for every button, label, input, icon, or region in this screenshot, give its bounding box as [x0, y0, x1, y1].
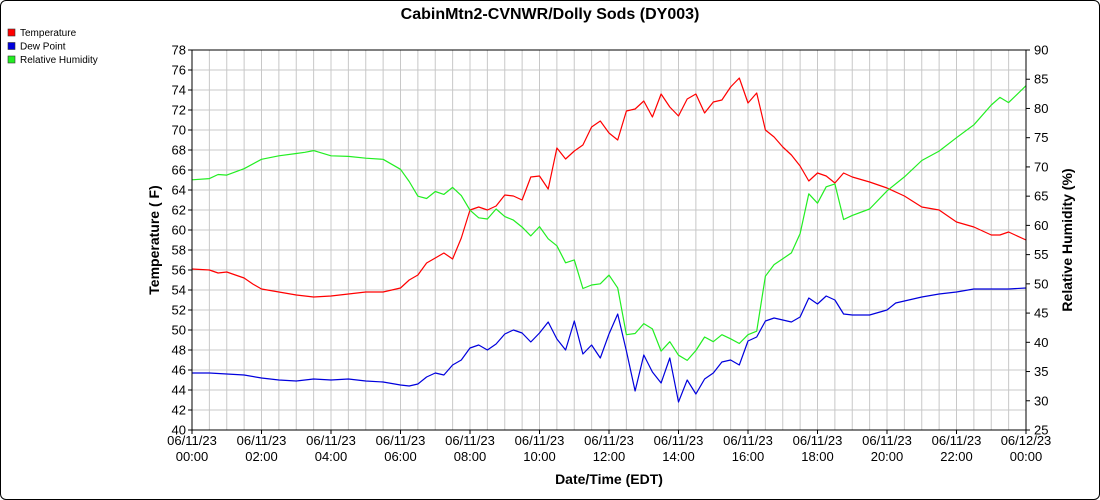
x-tick-time: 10:00 [523, 449, 556, 464]
x-tick-date: 06/11/23 [445, 433, 495, 448]
legend-label-temperature: Temperature [20, 28, 77, 39]
x-tick-time: 06:00 [384, 449, 417, 464]
legend-label-relative-humidity: Relative Humidity [20, 55, 98, 66]
y-right-tick-label: 60 [1034, 218, 1048, 233]
x-tick-date: 06/11/23 [862, 433, 912, 448]
chart-title: CabinMtn2-CVNWR/Dolly Sods (DY003) [401, 6, 700, 23]
y-left-tick-label: 52 [172, 303, 186, 318]
x-tick-time: 00:00 [1010, 449, 1043, 464]
y-left-tick-label: 40 [172, 423, 186, 438]
y-right-tick-label: 55 [1034, 247, 1048, 262]
y-left-tick-label: 66 [172, 163, 186, 178]
temperature-line [191, 77, 1027, 298]
x-tick-time: 12:00 [593, 449, 626, 464]
x-tick-time: 04:00 [315, 449, 348, 464]
y-left-tick-label: 60 [172, 223, 186, 238]
x-tick-time: 02:00 [245, 449, 278, 464]
y-right-tick-label: 25 [1034, 423, 1048, 438]
y-right-tick-label: 65 [1034, 189, 1048, 204]
x-tick-time: 22:00 [940, 449, 973, 464]
y-left-tick-label: 48 [172, 343, 186, 358]
y-axis-right-title: Relative Humidity (%) [1059, 168, 1075, 311]
y-right-tick-label: 30 [1034, 393, 1048, 408]
x-tick-date: 06/11/23 [793, 433, 843, 448]
y-right-tick-label: 85 [1034, 72, 1048, 87]
x-tick-date: 06/11/23 [932, 433, 982, 448]
y-right-tick-label: 75 [1034, 130, 1048, 145]
legend-label-dew-point: Dew Point [20, 42, 66, 53]
y-axis-left-title: Temperature ( F) [146, 185, 162, 294]
y-left-tick-label: 64 [172, 183, 186, 198]
y-right-tick-label: 90 [1034, 43, 1048, 58]
y-right-tick-label: 80 [1034, 101, 1048, 116]
x-tick-date: 06/11/23 [167, 433, 217, 448]
x-tick-time: 16:00 [732, 449, 765, 464]
dew-point-line [192, 287, 1027, 403]
x-tick-time: 20:00 [871, 449, 904, 464]
legend-swatch-dew-point [7, 42, 16, 50]
x-tick-date: 06/11/23 [654, 433, 704, 448]
y-left-tick-label: 54 [172, 283, 186, 298]
y-right-tick-label: 50 [1034, 276, 1048, 291]
y-left-tick-label: 62 [172, 203, 186, 218]
x-tick-date: 06/11/23 [376, 433, 426, 448]
grid [191, 49, 1027, 431]
x-tick-date: 06/12/23 [1001, 433, 1052, 448]
y-left-tick-label: 58 [172, 243, 186, 258]
x-tick-time: 14:00 [662, 449, 695, 464]
y-left-tick-label: 56 [172, 263, 186, 278]
legend-swatch-temperature [7, 28, 16, 37]
y-left-tick-label: 42 [172, 403, 186, 418]
x-tick-time: 18:00 [801, 449, 834, 464]
x-tick-time: 08:00 [454, 449, 487, 464]
x-tick-date: 06/11/23 [584, 433, 634, 448]
series-layer [191, 77, 1027, 403]
y-left-tick-label: 74 [172, 83, 186, 98]
ticks: 40 42 44 46 48 50 52 54 56 58 60 62 64 66 68 70 72 74 76 78… [167, 43, 1051, 465]
y-right-tick-label: 45 [1034, 306, 1048, 321]
x-tick-date: 06/11/23 [237, 433, 287, 448]
y-left-tick-label: 76 [172, 63, 186, 78]
legend-swatch-relative-humidity [7, 55, 16, 64]
y-left-tick-label: 70 [172, 123, 186, 138]
y-right-tick-label: 40 [1034, 335, 1048, 350]
x-axis-title: Date/Time (EDT) [555, 471, 663, 487]
x-tick-date: 06/11/23 [306, 433, 356, 448]
legend: Temperature Dew Point Relative Humidity [7, 28, 98, 66]
y-right-tick-label: 70 [1034, 159, 1048, 174]
y-left-tick-label: 78 [172, 43, 186, 58]
y-left-tick-label: 44 [172, 383, 186, 398]
x-tick-date: 06/11/23 [515, 433, 565, 448]
relative-humidity-line [191, 85, 1027, 361]
y-left-tick-label: 72 [172, 103, 186, 118]
x-tick-time: 00:00 [176, 449, 209, 464]
y-right-tick-label: 35 [1034, 364, 1048, 379]
y-left-tick-label: 50 [172, 323, 186, 338]
y-left-tick-label: 46 [172, 363, 186, 378]
x-tick-date: 06/11/23 [723, 433, 773, 448]
y-left-tick-label: 68 [172, 143, 186, 158]
